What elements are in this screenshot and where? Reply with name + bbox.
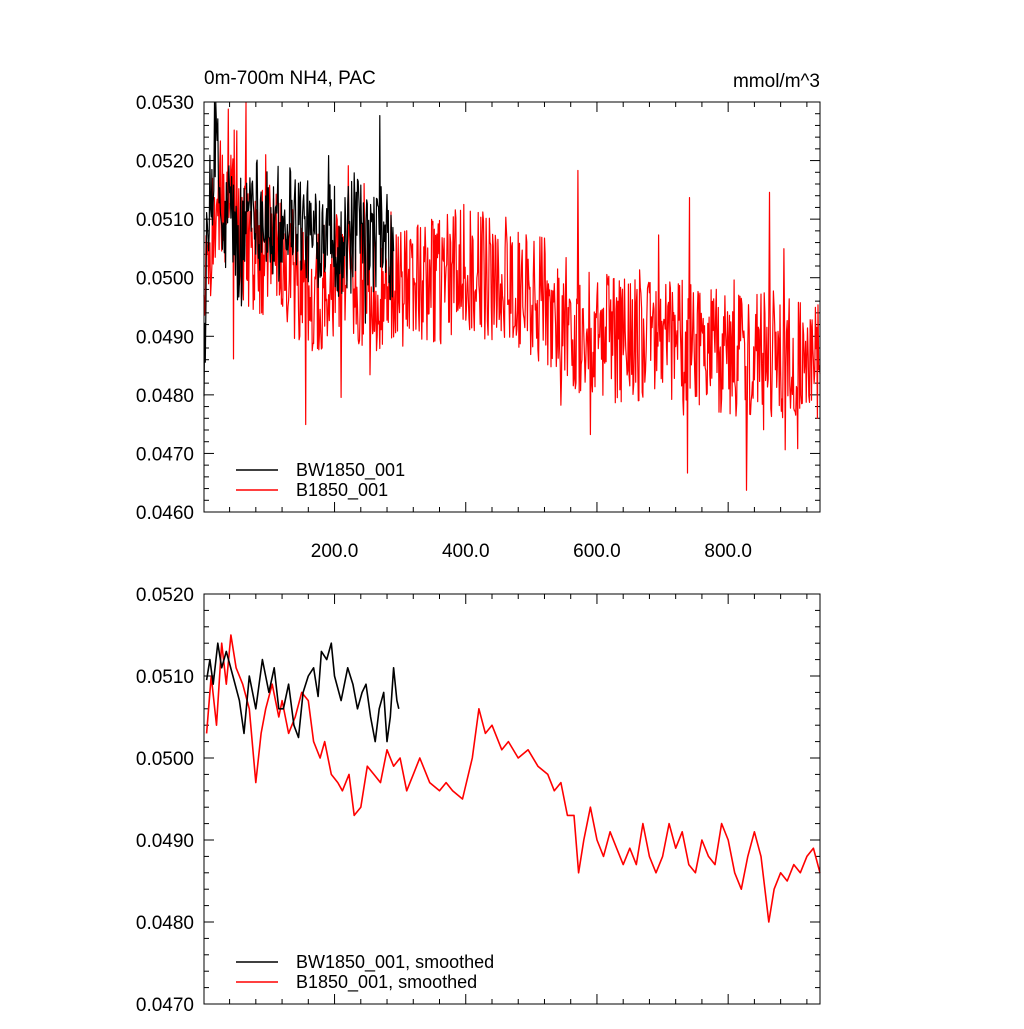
y-tick-label: 0.0490 [136,831,194,852]
legend-label-b1850: B1850_001 [296,480,388,501]
y-tick-label: 0.0510 [136,667,194,688]
chart-title: 0m-700m NH4, PAC [204,68,376,89]
y-tick-label: 0.0520 [136,152,194,173]
y-tick-label: 0.0480 [136,913,194,934]
y-tick-label: 0.0480 [136,386,194,407]
top-x-tick-labels: 200.0 400.0 600.0 800.0 [311,541,752,562]
y-tick-label: 0.0520 [136,585,194,606]
legend-label-bw1850-smoothed: BW1850_001, smoothed [296,952,494,973]
top-ticks [204,101,820,513]
bottom-legend: BW1850_001, smoothed B1850_001, smoothed [236,952,494,993]
units-label: mmol/m^3 [733,71,820,92]
bottom-series [205,634,821,923]
bottom-y-tick-labels: 0.0470 0.0480 0.0490 0.0500 0.0510 0.0520 [136,585,194,1016]
bottom-plot-frame [203,593,821,1005]
series-line-bw1850 [203,102,395,397]
legend-label-b1850-smoothed: B1850_001, smoothed [296,972,477,993]
y-tick-label: 0.0500 [136,269,194,290]
series-line-b1850-smoothed [205,634,821,923]
bottom-ticks [204,593,820,1005]
legend-label-bw1850: BW1850_001 [296,460,405,481]
top-y-tick-labels: 0.0460 0.0470 0.0480 0.0490 0.0500 0.0510 0.05… [136,93,194,524]
top-series [203,102,821,491]
top-legend: BW1850_001 B1850_001 [236,460,405,501]
top-plot-frame [203,101,821,513]
y-tick-label: 0.0470 [136,444,194,465]
y-tick-label: 0.0510 [136,210,194,231]
y-tick-label: 0.0470 [136,995,194,1016]
x-tick-label: 800.0 [704,541,752,562]
y-tick-label: 0.0530 [136,93,194,114]
series-line-b1850 [203,102,821,491]
x-tick-label: 200.0 [311,541,359,562]
top-panel: 0m-700m NH4, PAC mmol/m^3 0.04600.04700.… [136,68,821,562]
bottom-panel: 0.0470 0.0480 0.0490 0.0500 0.0510 0.0520 BW1… [136,585,821,1016]
x-tick-label: 400.0 [442,541,490,562]
series-line-bw1850-smoothed [205,642,400,743]
y-tick-label: 0.0490 [136,327,194,348]
y-tick-label: 0.0500 [136,749,194,770]
x-tick-label: 600.0 [573,541,621,562]
y-tick-label: 0.0460 [136,503,194,524]
